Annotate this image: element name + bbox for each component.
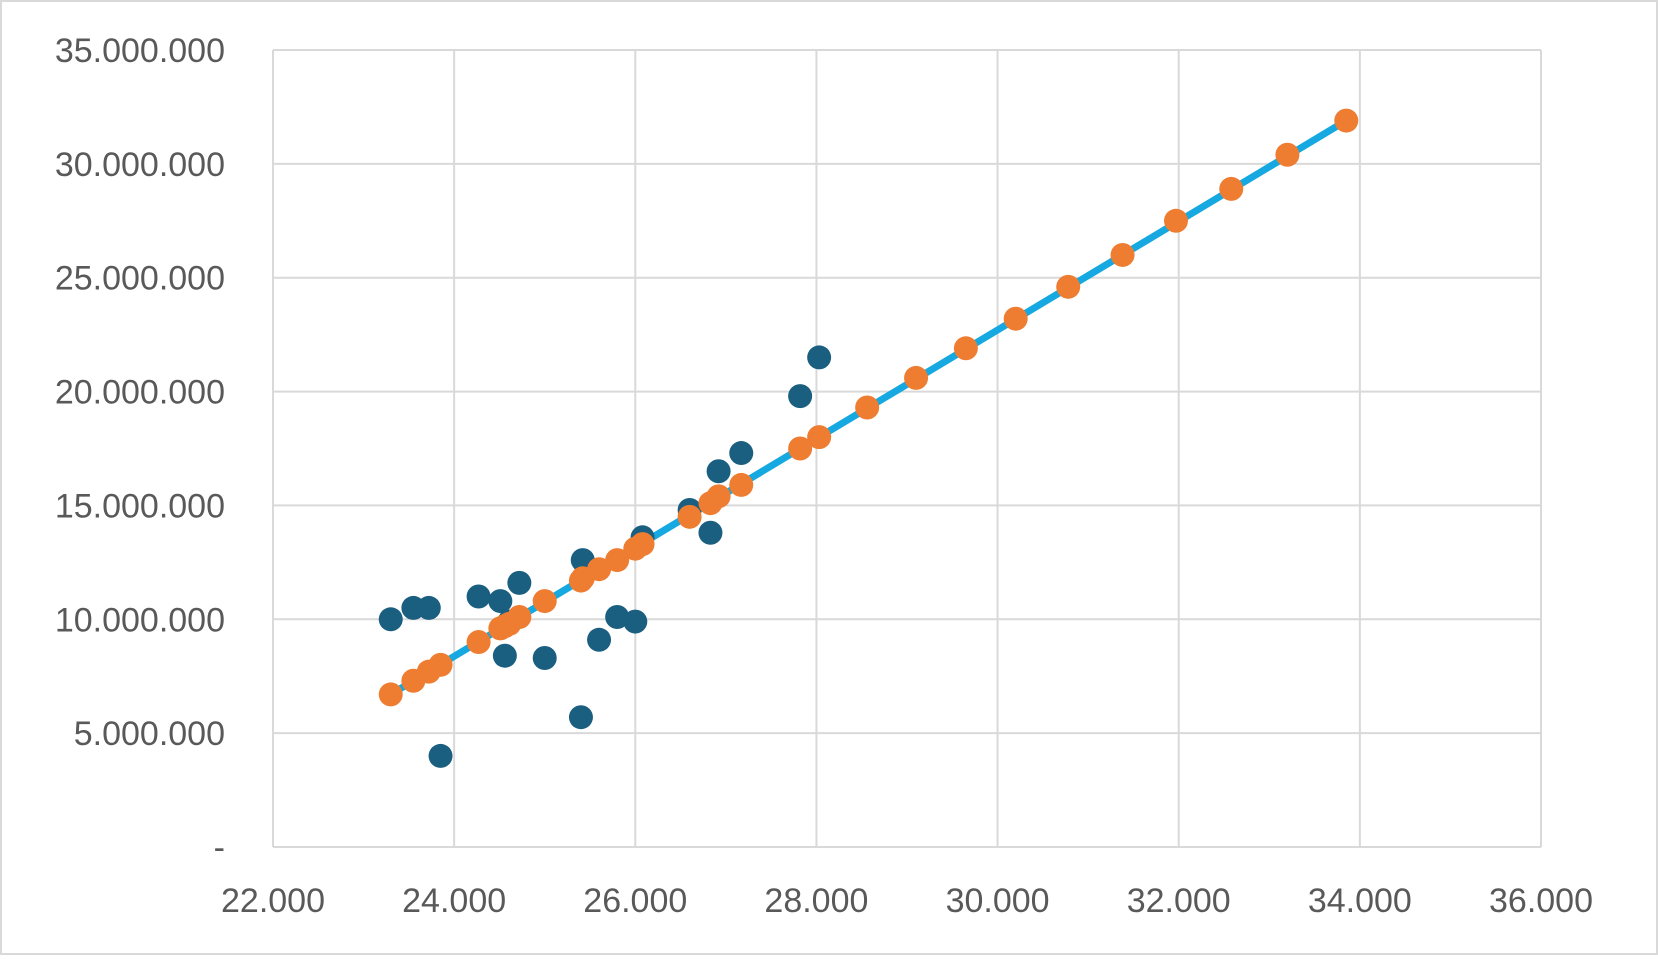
observed-point	[605, 605, 630, 630]
predicted-point	[466, 630, 491, 655]
x-tick-label: 26.000	[583, 882, 687, 920]
observed-point	[587, 627, 612, 652]
predicted-point	[1163, 208, 1188, 233]
gridlines	[272, 49, 1542, 848]
predicted-point	[378, 682, 403, 707]
predicted-point	[904, 365, 929, 390]
predicted-point	[706, 484, 731, 509]
predicted-point	[587, 557, 612, 582]
predicted-point	[630, 532, 655, 557]
predicted-point	[855, 395, 880, 420]
y-tick-label: 10.000.000	[55, 601, 225, 639]
predicted-point	[1219, 176, 1244, 201]
predicted-point	[605, 548, 630, 573]
y-tick-label: 20.000.000	[55, 374, 225, 412]
observed-point	[507, 570, 532, 595]
predicted-point	[428, 652, 453, 677]
x-tick-label: 34.000	[1308, 882, 1412, 920]
observed-point	[416, 595, 441, 620]
predicted-point	[729, 472, 754, 497]
observed-point	[488, 589, 513, 614]
y-tick-label: 30.000.000	[55, 146, 225, 184]
x-tick-label: 30.000	[946, 882, 1050, 920]
predicted-point	[1275, 142, 1300, 167]
observed-point	[532, 645, 557, 670]
predicted-point	[677, 504, 702, 529]
observed-point	[698, 520, 723, 545]
observed-point	[428, 743, 453, 768]
y-tick-label: 35.000.000	[55, 32, 225, 70]
tick-labels: 22.000 24.000 26.000 28.000 30.000 32.000 34.0…	[55, 32, 1593, 920]
observed-point	[807, 345, 832, 370]
y-tick-label: 25.000.000	[55, 260, 225, 298]
predicted-point	[1003, 306, 1028, 331]
x-tick-label: 22.000	[221, 882, 325, 920]
observed-point	[729, 441, 754, 466]
observed-point	[623, 609, 648, 634]
observed-point	[568, 705, 593, 730]
y-tick-label: 5.000.000	[74, 715, 225, 753]
observed-point	[706, 459, 731, 484]
y-tick-label: 15.000.000	[55, 487, 225, 525]
predicted-point	[507, 605, 532, 630]
plot-series	[378, 108, 1359, 768]
y-tick-label: -	[214, 829, 225, 867]
predicted-point	[953, 336, 978, 361]
observed-point	[788, 384, 813, 409]
predicted-point	[1056, 274, 1081, 299]
x-tick-label: 36.000	[1489, 882, 1593, 920]
observed-point	[492, 643, 517, 668]
x-tick-label: 24.000	[402, 882, 506, 920]
predicted-point	[807, 425, 832, 450]
predicted-point	[532, 589, 557, 614]
x-tick-label: 32.000	[1127, 882, 1231, 920]
observed-point	[378, 607, 403, 632]
observed-point	[466, 584, 491, 609]
predicted-point	[788, 436, 813, 461]
x-tick-label: 28.000	[764, 882, 868, 920]
predicted-point	[1334, 108, 1359, 133]
predicted-point	[1110, 242, 1135, 267]
